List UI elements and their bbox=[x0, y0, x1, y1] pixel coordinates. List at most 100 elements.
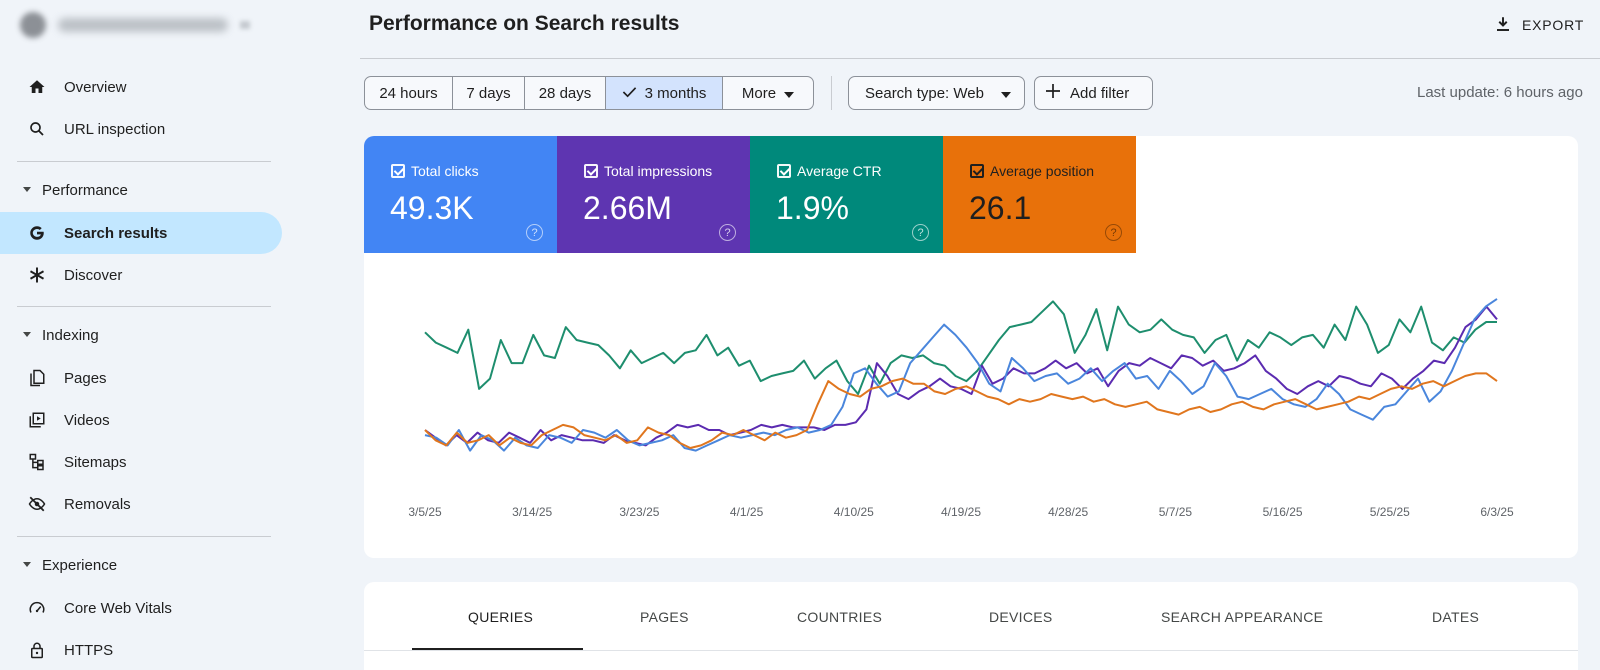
lock-icon bbox=[27, 640, 47, 660]
collapse-triangle-icon bbox=[23, 562, 31, 567]
series-line-average-ctr bbox=[424, 300, 1497, 395]
section-indexing-toggle[interactable]: Indexing bbox=[0, 318, 282, 352]
line-chart[interactable]: 3/5/25 3/14/25 3/23/25 4/1/25 4/10/25 4/19/25… bbox=[364, 136, 1578, 558]
google-g-icon bbox=[27, 223, 47, 243]
sidebar-divider bbox=[17, 161, 271, 162]
video-icon bbox=[27, 410, 47, 430]
sidebar-item-label: Core Web Vitals bbox=[64, 599, 172, 617]
sidebar: Overview URL inspection Performance Sear… bbox=[0, 0, 290, 670]
tab-dates[interactable]: DATES bbox=[1432, 609, 1480, 625]
sidebar-item-label: Removals bbox=[64, 495, 131, 513]
sidebar-item-label: Pages bbox=[64, 369, 107, 387]
sidebar-item-label: URL inspection bbox=[64, 120, 166, 138]
sidebar-item-url-inspection[interactable]: URL inspection bbox=[0, 108, 282, 150]
export-button[interactable]: EXPORT bbox=[1494, 12, 1584, 38]
search-type-dropdown[interactable]: Search type: Web bbox=[848, 76, 1025, 110]
export-label: EXPORT bbox=[1522, 17, 1585, 33]
tabs-divider bbox=[364, 650, 1578, 651]
sidebar-item-overview[interactable]: Overview bbox=[0, 66, 282, 108]
checkbox-checked-icon[interactable] bbox=[391, 164, 405, 178]
search-icon bbox=[27, 119, 47, 139]
section-performance-toggle[interactable]: Performance bbox=[0, 173, 282, 207]
asterisk-icon bbox=[27, 265, 47, 285]
performance-chart-card: Total clicks 49.3K ? Total impressions 2… bbox=[364, 136, 1578, 558]
x-tick-label: 4/19/25 bbox=[941, 505, 981, 519]
metric-total-clicks[interactable]: Total clicks 49.3K ? bbox=[364, 136, 557, 253]
sidebar-item-sitemaps[interactable]: Sitemaps bbox=[0, 441, 282, 483]
help-icon[interactable]: ? bbox=[719, 224, 736, 241]
metric-label: Total clicks bbox=[411, 163, 479, 179]
sidebar-item-videos[interactable]: Videos bbox=[0, 399, 282, 441]
x-tick-label: 5/16/25 bbox=[1263, 505, 1303, 519]
range-24-hours[interactable]: 24 hours bbox=[365, 77, 453, 109]
property-selector[interactable] bbox=[20, 10, 270, 40]
sidebar-item-https[interactable]: HTTPS bbox=[0, 629, 282, 670]
tab-countries[interactable]: COUNTRIES bbox=[797, 609, 883, 625]
sidebar-item-label: Videos bbox=[64, 411, 110, 429]
x-tick-label: 5/25/25 bbox=[1370, 505, 1410, 519]
checkbox-checked-icon[interactable] bbox=[970, 164, 984, 178]
metric-value: 2.66M bbox=[583, 190, 672, 226]
sidebar-item-label: Overview bbox=[64, 78, 127, 96]
section-title: Indexing bbox=[42, 326, 99, 344]
x-tick-label: 4/10/25 bbox=[834, 505, 874, 519]
sidebar-item-search-results[interactable]: Search results bbox=[0, 212, 282, 254]
add-filter-button[interactable]: Add filter bbox=[1034, 76, 1153, 110]
section-title: Experience bbox=[42, 556, 118, 574]
section-experience-toggle[interactable]: Experience bbox=[0, 548, 282, 582]
sidebar-divider bbox=[17, 306, 271, 307]
range-3-months[interactable]: 3 months bbox=[606, 77, 723, 109]
sidebar-item-core-web-vitals[interactable]: Core Web Vitals bbox=[0, 587, 282, 629]
x-tick-label: 5/7/25 bbox=[1159, 505, 1193, 519]
chevron-down-icon bbox=[240, 21, 250, 29]
metric-value: 49.3K bbox=[390, 190, 474, 226]
series-line-total-clicks bbox=[424, 298, 1498, 452]
collapse-triangle-icon bbox=[23, 187, 31, 192]
x-tick-label: 3/23/25 bbox=[619, 505, 659, 519]
metric-label: Average position bbox=[990, 163, 1095, 179]
gauge-icon bbox=[27, 598, 47, 618]
sitemap-icon bbox=[27, 452, 47, 472]
series-line-average-position bbox=[424, 372, 1498, 449]
dimension-tabs-card: QUERIES PAGES COUNTRIES DEVICES SEARCH A… bbox=[364, 582, 1578, 670]
x-tick-label: 3/14/25 bbox=[512, 505, 552, 519]
tab-pages[interactable]: PAGES bbox=[640, 609, 689, 625]
sidebar-item-label: Sitemaps bbox=[64, 453, 127, 471]
tab-queries[interactable]: QUERIES bbox=[468, 609, 534, 625]
range-28-days[interactable]: 28 days bbox=[525, 77, 606, 109]
sidebar-item-removals[interactable]: Removals bbox=[0, 483, 282, 525]
range-7-days[interactable]: 7 days bbox=[453, 77, 525, 109]
help-icon[interactable]: ? bbox=[912, 224, 929, 241]
date-range-selector: 24 hours 7 days 28 days 3 months More bbox=[364, 76, 814, 110]
header-divider bbox=[360, 58, 1600, 59]
metric-total-impressions[interactable]: Total impressions 2.66M ? bbox=[557, 136, 750, 253]
section-title: Performance bbox=[42, 181, 128, 199]
x-tick-label: 4/28/25 bbox=[1048, 505, 1088, 519]
tab-devices[interactable]: DEVICES bbox=[989, 609, 1053, 625]
sidebar-item-discover[interactable]: Discover bbox=[0, 254, 282, 296]
plus-icon bbox=[1046, 84, 1060, 102]
help-icon[interactable]: ? bbox=[526, 224, 543, 241]
collapse-triangle-icon bbox=[23, 332, 31, 337]
metric-label: Total impressions bbox=[604, 163, 713, 179]
property-name-redacted bbox=[58, 18, 228, 32]
caret-down-icon bbox=[784, 85, 795, 102]
caret-down-icon bbox=[1000, 85, 1011, 102]
property-avatar bbox=[20, 12, 46, 38]
series-line-total-impressions bbox=[424, 305, 1498, 447]
checkbox-checked-icon[interactable] bbox=[777, 164, 791, 178]
range-more-dropdown[interactable]: More bbox=[723, 77, 813, 109]
help-icon[interactable]: ? bbox=[1105, 224, 1122, 241]
home-icon bbox=[27, 77, 47, 97]
sidebar-divider bbox=[17, 536, 271, 537]
metric-average-ctr[interactable]: Average CTR 1.9% ? bbox=[750, 136, 943, 253]
checkbox-checked-icon[interactable] bbox=[584, 164, 598, 178]
metric-average-position[interactable]: Average position 26.1 ? bbox=[943, 136, 1136, 253]
sidebar-item-label: Discover bbox=[64, 266, 123, 284]
tab-search-appearance[interactable]: SEARCH APPEARANCE bbox=[1161, 609, 1324, 625]
download-icon bbox=[1494, 14, 1512, 37]
metric-value: 1.9% bbox=[776, 190, 849, 226]
x-tick-label: 3/5/25 bbox=[408, 505, 442, 519]
sidebar-item-pages[interactable]: Pages bbox=[0, 357, 282, 399]
